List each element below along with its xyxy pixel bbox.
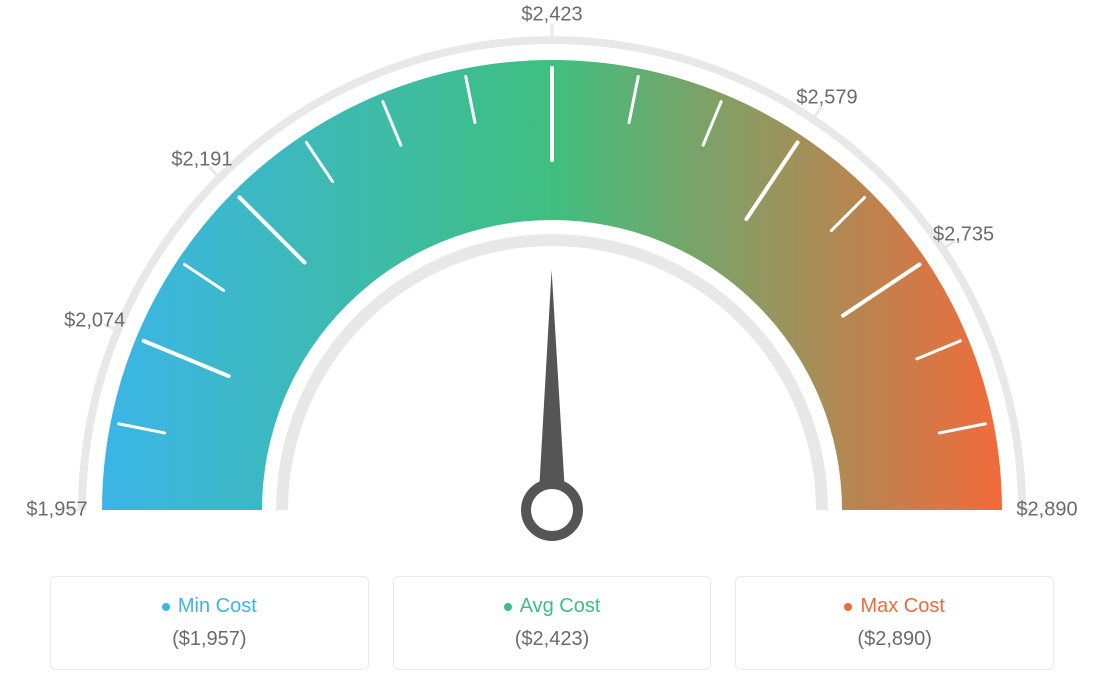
gauge-tick-label: $2,191 xyxy=(171,148,232,171)
avg-cost-card: Avg Cost ($2,423) xyxy=(393,576,712,670)
gauge-tick-label: $2,579 xyxy=(796,87,857,110)
avg-dot-icon xyxy=(504,603,512,611)
max-cost-card: Max Cost ($2,890) xyxy=(735,576,1054,670)
gauge-area: $1,957 $2,074 $2,191 $2,423 $2,579 $2,735 $2,8… xyxy=(0,0,1104,560)
max-cost-value: ($2,890) xyxy=(756,628,1033,651)
min-dot-icon xyxy=(162,603,170,611)
gauge-tick-label: $2,074 xyxy=(64,309,125,332)
gauge-svg xyxy=(0,0,1104,560)
min-cost-label-row: Min Cost xyxy=(71,595,348,618)
avg-cost-label-row: Avg Cost xyxy=(414,595,691,618)
min-cost-label: Min Cost xyxy=(178,595,257,618)
gauge-tick-label: $2,735 xyxy=(933,223,994,246)
max-cost-label: Max Cost xyxy=(860,595,944,618)
summary-cards: Min Cost ($1,957) Avg Cost ($2,423) Max … xyxy=(0,576,1104,670)
gauge-tick-label: $1,957 xyxy=(26,499,87,522)
max-dot-icon xyxy=(844,603,852,611)
max-cost-label-row: Max Cost xyxy=(756,595,1033,618)
gauge-tick-label: $2,423 xyxy=(521,4,582,27)
avg-cost-label: Avg Cost xyxy=(520,595,601,618)
avg-cost-value: ($2,423) xyxy=(414,628,691,651)
min-cost-value: ($1,957) xyxy=(71,628,348,651)
gauge-tick-label: $2,890 xyxy=(1016,499,1077,522)
min-cost-card: Min Cost ($1,957) xyxy=(50,576,369,670)
gauge-chart-container: $1,957 $2,074 $2,191 $2,423 $2,579 $2,735 $2,8… xyxy=(0,0,1104,690)
